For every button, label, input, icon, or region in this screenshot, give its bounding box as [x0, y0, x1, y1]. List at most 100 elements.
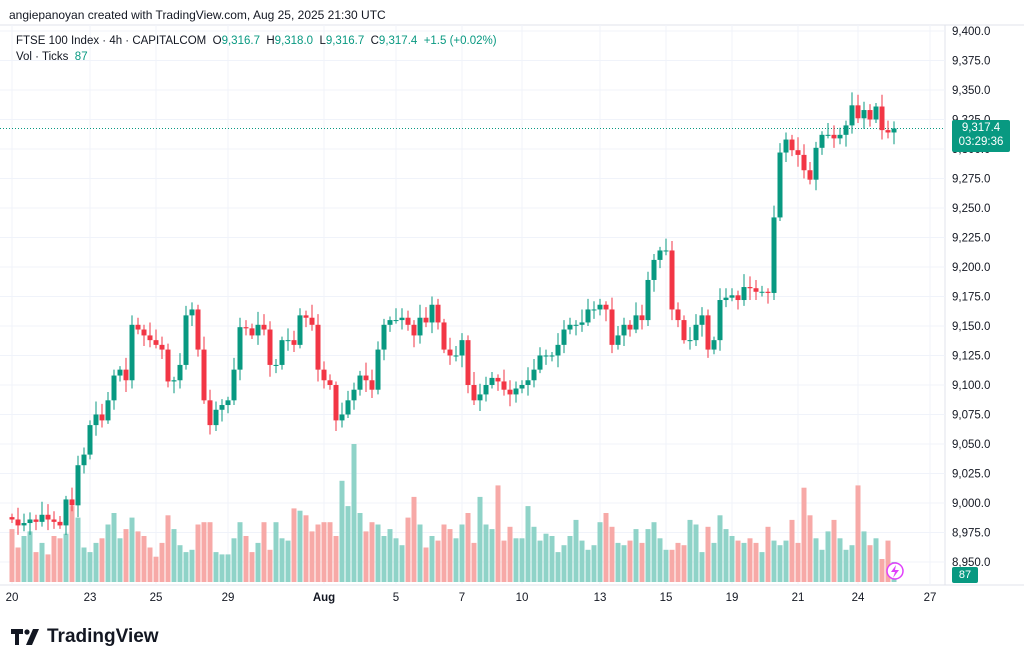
candle-body: [711, 340, 717, 350]
candle-body: [795, 150, 801, 155]
price-tick-label: 8,950.0: [952, 557, 990, 569]
candle-body: [783, 139, 789, 153]
date-tick-label: 5: [393, 592, 399, 604]
price-tick-label: 9,025.0: [952, 468, 990, 480]
price-tick-label: 8,975.0: [952, 527, 990, 539]
volume-bar: [621, 545, 627, 582]
candle-body: [693, 324, 699, 341]
candle-body: [429, 304, 435, 323]
date-tick-label: 19: [726, 592, 739, 604]
candle-body: [249, 328, 255, 336]
volume-bar: [141, 536, 147, 582]
axes: 9,400.09,375.09,350.09,325.09,300.09,275…: [6, 26, 991, 604]
volume-bar: [735, 540, 741, 582]
volume-bar: [417, 524, 423, 582]
volume-bar: [483, 524, 489, 582]
volume-bar: [63, 533, 69, 582]
candle-body: [789, 139, 795, 151]
candle-body: [243, 327, 249, 329]
volume-bar: [783, 540, 789, 582]
candle-body: [159, 344, 165, 350]
candle-body: [651, 259, 657, 280]
candle-body: [255, 324, 261, 336]
candle-body: [609, 309, 615, 345]
candle-body: [531, 369, 537, 381]
volume-bar: [879, 559, 885, 582]
candle-body: [501, 381, 507, 390]
candle-body: [183, 315, 189, 365]
candle-body: [663, 250, 669, 252]
close-value: 9,317.4: [378, 35, 418, 47]
date-tick-label: 20: [6, 592, 19, 604]
volume-bar: [561, 545, 567, 582]
tradingview-logo-icon: [11, 629, 39, 645]
candle-body: [543, 355, 549, 357]
volume-bar: [273, 522, 279, 582]
volume-bar: [723, 529, 729, 582]
change-value: +1.5 (+0.02%): [423, 35, 497, 47]
volume-bar: [819, 549, 825, 582]
candle-body: [315, 324, 321, 370]
candle-body: [813, 147, 819, 180]
candle-body: [831, 134, 837, 139]
candle-body: [27, 519, 33, 524]
tradingview-logo[interactable]: TradingView: [11, 626, 159, 648]
candle-body: [441, 322, 447, 350]
volume-bar: [651, 522, 657, 582]
volume-bar: [729, 536, 735, 582]
volume-bar: [603, 513, 609, 582]
volume-bar: [657, 538, 663, 582]
volume-bar: [231, 538, 237, 582]
candle-body: [321, 369, 327, 381]
candle-body: [453, 355, 459, 357]
price-tick-label: 9,175.0: [952, 291, 990, 303]
candle-body: [645, 279, 651, 321]
candle-body: [867, 110, 873, 120]
candle-body: [513, 388, 519, 395]
chart-credit: angiepanoyan created with TradingView.co…: [9, 8, 386, 22]
candles: [9, 92, 897, 535]
price-chart[interactable]: 9,400.09,375.09,350.09,325.09,300.09,275…: [0, 0, 1024, 615]
open-label: O: [212, 35, 222, 47]
candle-body: [51, 519, 57, 522]
volume-label[interactable]: Vol · Ticks: [16, 51, 69, 63]
candle-body: [303, 315, 309, 318]
date-tick-label: 29: [222, 592, 235, 604]
candle-body: [363, 375, 369, 381]
volume-bar: [333, 536, 339, 582]
volume-bar: [243, 536, 249, 582]
candle-body: [237, 327, 243, 370]
candle-body: [723, 297, 729, 301]
symbol-title[interactable]: FTSE 100 Index · 4h · CAPITALCOM: [16, 35, 207, 47]
date-tick-label: 24: [852, 592, 865, 604]
date-tick-label: 15: [660, 592, 673, 604]
volume-bar: [579, 540, 585, 582]
volume-bar: [45, 554, 51, 582]
volume-bar: [153, 556, 159, 582]
volume-bar: [303, 515, 309, 582]
volume-bar: [549, 536, 555, 582]
volume-bar: [189, 549, 195, 582]
volume-bar: [741, 542, 747, 582]
volume-bar: [393, 538, 399, 582]
candle-body: [747, 287, 753, 289]
candle-body: [15, 519, 21, 526]
volume-bar: [525, 506, 531, 582]
volume-bar: [423, 547, 429, 582]
volume-bar: [249, 552, 255, 582]
volume-bar: [591, 545, 597, 582]
volume-bar: [633, 529, 639, 582]
price-tick-label: 9,000.0: [952, 498, 990, 510]
volume-bar: [93, 542, 99, 582]
candle-body: [309, 317, 315, 325]
candle-body: [807, 170, 813, 180]
candle-body: [177, 364, 183, 381]
candle-body: [123, 369, 129, 381]
volume-bar: [777, 545, 783, 582]
volume-bar: [165, 515, 171, 582]
volume-bar: [207, 522, 213, 582]
price-tick-label: 9,200.0: [952, 262, 990, 274]
volume-bar: [513, 538, 519, 582]
volume-bar: [885, 540, 891, 582]
volume-bar: [675, 542, 681, 582]
